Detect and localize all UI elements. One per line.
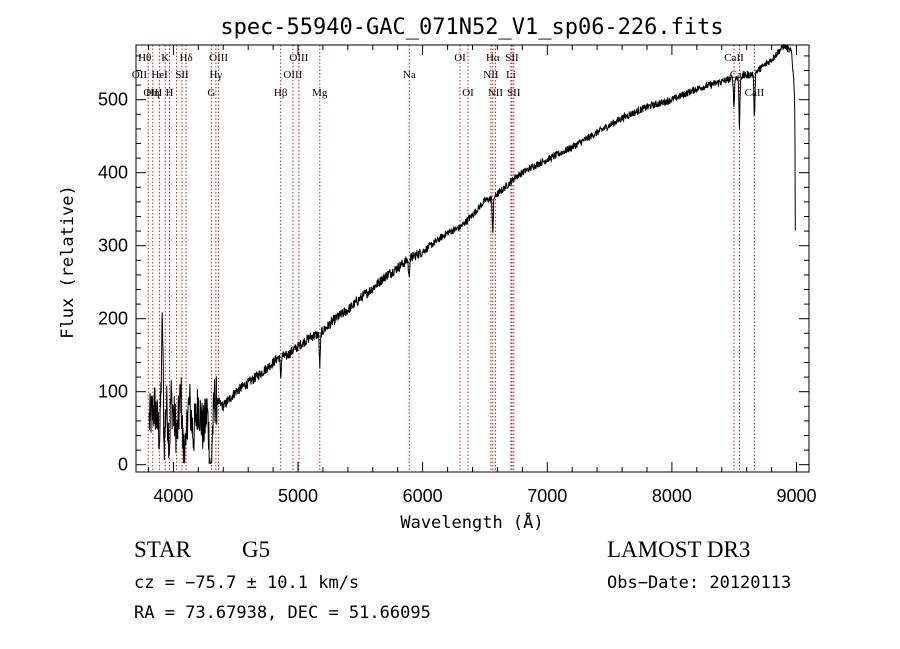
x-tick-label: 4000 [153,486,193,506]
redshift-cz: cz = −75.7 ± 10.1 km/s [134,573,360,593]
line-label: Hβ [274,87,288,99]
chart-title: spec-55940-GAC_071N52_V1_sp06-226.fits [220,15,723,40]
line-label: OIII [209,52,228,64]
y-axis: 0 100 200 300 400 500 [98,55,809,475]
line-label: Na [403,69,416,81]
line-label: CaII [724,52,744,64]
line-label: H [166,87,174,99]
line-label: Hδ [180,52,193,64]
line-label: K [161,52,169,64]
line-label: OIII [143,87,162,99]
line-label: NII [483,69,499,81]
y-tick-label: 300 [98,236,128,256]
line-label: SII [505,52,519,64]
line-label: CaII [745,87,765,99]
y-tick-label: 200 [98,309,128,329]
observation-date: Obs−Date: 20120113 [607,573,792,593]
plot-frame [135,44,810,473]
line-label: Hη [146,87,160,99]
x-tick-label: 9000 [776,486,816,506]
x-axis-label: Wavelength (Å) [400,511,543,533]
line-label: HeI [151,69,168,81]
line-label: SII [507,87,521,99]
line-label: SII [175,69,189,81]
x-tick-label: 6000 [403,486,443,506]
survey-name: LAMOST DR3 [607,537,751,562]
line-label: G [207,87,215,99]
line-label: Li [506,69,516,81]
line-label: NII [488,87,504,99]
x-tick-label: 7000 [527,486,567,506]
y-tick-label: 100 [98,382,128,402]
line-label: Hγ [209,69,222,81]
spectrum-line [148,43,796,464]
ra-dec-coordinates: RA = 73.67938, DEC = 51.66095 [134,603,431,623]
y-tick-label: 400 [98,163,128,183]
line-label: Mg [312,87,328,99]
y-tick-label: 500 [98,90,128,110]
line-label: OIII [283,69,302,81]
object-class: STAR [134,537,191,562]
x-tick-label: 5000 [278,486,318,506]
line-label: Hθ [138,52,151,64]
line-label: OIII [289,52,308,64]
x-tick-label: 8000 [652,486,692,506]
line-label: OI [454,52,466,64]
line-label: OI [462,87,474,99]
x-axis: 4000 5000 6000 7000 8000 9000 [148,45,817,506]
y-axis-label: Flux (relative) [58,185,78,339]
y-tick-label: 0 [118,455,128,475]
object-subclass: G5 [242,537,271,562]
emission-line-markers [147,45,755,472]
line-label: Hα [486,52,500,64]
